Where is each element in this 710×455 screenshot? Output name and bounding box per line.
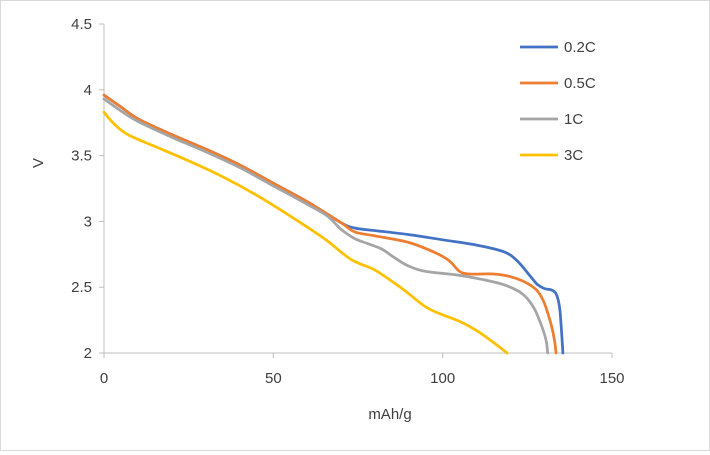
y-tick-label: 4.5 xyxy=(71,16,92,33)
x-tick-label: 100 xyxy=(430,370,455,387)
x-axis-title: mAh/g xyxy=(368,406,411,423)
tick-labels: 2 2.5 3 3.5 4 4.5 0 50 100 150 xyxy=(71,16,624,387)
y-tick-label: 3.5 xyxy=(71,148,92,165)
y-tick-label: 2.5 xyxy=(71,279,92,296)
legend-label-3C: 3C xyxy=(564,147,583,164)
x-tick-label: 150 xyxy=(599,370,624,387)
legend-label-0.5C: 0.5C xyxy=(564,75,596,92)
y-tick-label: 3 xyxy=(84,213,92,230)
legend: 0.2C 0.5C 1C 3C xyxy=(520,39,596,164)
x-tick-label: 0 xyxy=(100,370,108,387)
legend-label-1C: 1C xyxy=(564,111,583,128)
series-line-1C xyxy=(102,97,550,355)
series-lines xyxy=(102,93,565,355)
series-line-0.5C xyxy=(102,93,558,355)
y-tick-label: 4 xyxy=(84,82,92,99)
axes xyxy=(103,24,612,354)
x-tick-label: 50 xyxy=(265,370,282,387)
y-tick-label: 2 xyxy=(84,345,92,362)
series-line-3C xyxy=(102,110,509,355)
y-axis-title: V xyxy=(30,158,47,168)
legend-label-0.2C: 0.2C xyxy=(564,39,596,56)
